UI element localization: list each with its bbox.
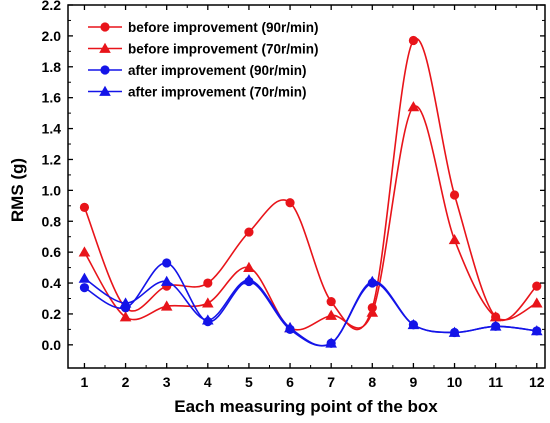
x-tick-label: 8 xyxy=(368,374,376,390)
data-point xyxy=(449,190,460,200)
data-point xyxy=(79,202,90,212)
legend-marker xyxy=(100,65,110,75)
legend-label: before improvement (70r/min) xyxy=(128,42,319,57)
plot-frame xyxy=(67,4,546,369)
y-tick-label: 2.0 xyxy=(42,28,62,44)
data-point xyxy=(202,297,214,308)
legend-marker xyxy=(100,22,110,32)
data-point xyxy=(78,246,91,257)
data-point xyxy=(243,274,255,285)
x-tick-label: 12 xyxy=(529,374,545,390)
data-point xyxy=(160,275,173,286)
legend-label: after improvement (90r/min) xyxy=(128,63,307,78)
data-point xyxy=(489,320,502,331)
y-tick-label: 0.6 xyxy=(42,244,62,260)
y-tick-label: 0.0 xyxy=(42,337,62,353)
data-point xyxy=(78,272,91,283)
x-tick-label: 4 xyxy=(204,374,212,390)
data-point xyxy=(530,325,543,336)
data-point xyxy=(244,227,254,237)
axes-layer: 0.00.20.40.60.81.01.21.41.61.82.02.21 2 3 4… xyxy=(42,0,546,390)
y-axis-title: RMS (g) xyxy=(8,158,27,222)
series-0 xyxy=(79,35,542,331)
data-point xyxy=(325,337,337,348)
data-point xyxy=(202,314,214,325)
legend: before improvement (90r/min) before impro… xyxy=(88,20,319,100)
x-tick-label: 3 xyxy=(163,374,171,390)
y-tick-label: 1.8 xyxy=(42,59,62,75)
y-tick-label: 0.2 xyxy=(42,306,62,322)
x-tick-label: 1 xyxy=(81,374,89,390)
data-point xyxy=(284,322,296,333)
x-tick-label: 6 xyxy=(286,374,294,390)
legend-item-1: before improvement (70r/min) xyxy=(88,42,319,57)
x-tick-label: 11 xyxy=(488,374,503,390)
data-point xyxy=(119,311,132,322)
data-point xyxy=(285,198,295,208)
data-point xyxy=(160,300,173,311)
x-axis-title: Each measuring point of the box xyxy=(174,397,438,416)
data-point xyxy=(408,35,419,46)
legend-item-0: before improvement (90r/min) xyxy=(88,20,319,35)
data-point xyxy=(448,233,461,245)
legend-marker xyxy=(99,42,111,53)
x-tick-label: 5 xyxy=(245,374,253,390)
y-tick-label: 1.0 xyxy=(42,182,62,198)
y-tick-label: 1.6 xyxy=(42,90,62,106)
y-tick-label: 1.2 xyxy=(42,151,62,167)
data-point xyxy=(366,275,379,286)
data-point xyxy=(407,318,420,330)
data-point xyxy=(366,306,379,317)
data-point xyxy=(162,258,172,268)
x-tick-label: 2 xyxy=(122,374,130,390)
legend-marker xyxy=(99,85,111,96)
data-point xyxy=(325,309,337,320)
series-layer xyxy=(78,35,543,348)
series-1 xyxy=(78,101,543,333)
legend-item-3: after improvement (70r/min) xyxy=(88,85,307,100)
data-point xyxy=(243,261,255,272)
legend-label: before improvement (90r/min) xyxy=(128,20,319,35)
data-point xyxy=(203,278,213,288)
data-point xyxy=(489,311,502,322)
legend-label: after improvement (70r/min) xyxy=(128,85,307,100)
data-point xyxy=(79,283,90,293)
x-tick-label: 10 xyxy=(447,374,463,390)
legend-item-2: after improvement (90r/min) xyxy=(88,63,307,78)
x-tick-label: 9 xyxy=(410,374,418,390)
series-2 xyxy=(79,258,542,348)
data-point xyxy=(448,326,461,337)
data-point xyxy=(532,281,542,291)
y-tick-label: 1.4 xyxy=(42,121,62,137)
y-tick-label: 0.4 xyxy=(42,275,62,291)
data-point xyxy=(407,101,420,112)
data-point xyxy=(119,297,132,308)
y-tick-label: 0.8 xyxy=(42,213,62,229)
series-3 xyxy=(78,272,543,348)
data-point xyxy=(530,297,543,308)
x-tick-label: 7 xyxy=(327,374,335,390)
y-tick-label: 2.2 xyxy=(42,0,62,13)
data-point xyxy=(326,296,336,307)
